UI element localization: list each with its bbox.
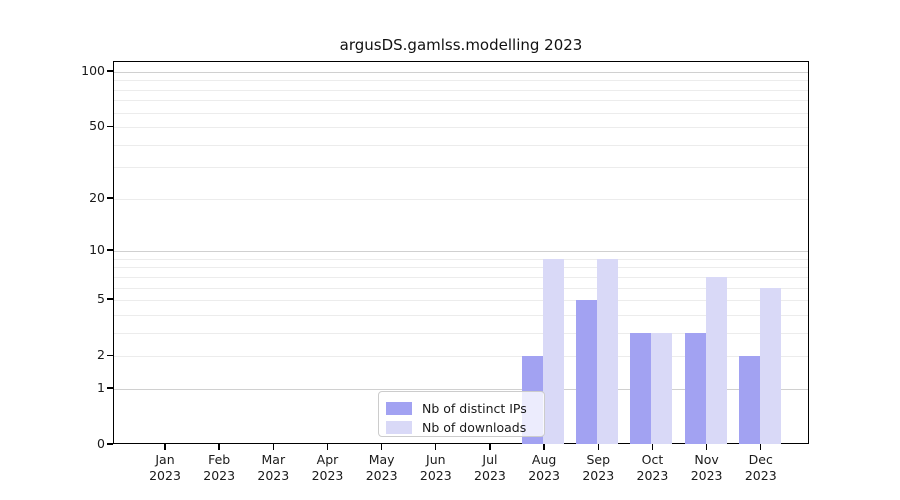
legend-item-distinct-ips: Nb of distinct IPs [386,399,536,418]
gridline-minor [114,100,808,102]
x-tick-label: Jun 2023 [419,452,452,483]
legend: Nb of distinct IPs Nb of downloads [378,391,545,437]
bar-distinct-ips [576,300,598,444]
x-tick-mark [272,444,274,450]
plot-area [113,61,809,444]
x-tick-mark [380,444,383,450]
bar-downloads [651,332,673,444]
y-tick-mark [107,443,113,445]
gridline-minor [114,144,808,146]
y-tick-mark [107,387,113,389]
bar-downloads [543,258,565,444]
x-tick-mark [760,444,762,450]
x-tick-label: Mar 2023 [257,452,290,483]
gridline-minor [114,258,808,260]
x-tick-label: Jul 2023 [474,452,506,483]
gridline-major [114,251,808,253]
gridline-major [114,72,808,73]
x-tick-mark [164,444,166,450]
x-tick-label: Sep 2023 [582,452,615,483]
legend-label-distinct-ips: Nb of distinct IPs [422,401,527,416]
x-tick-label: Nov 2023 [690,452,723,483]
x-tick-mark [489,444,491,450]
y-tick-mark [107,70,113,72]
legend-swatch-downloads [386,421,412,434]
x-tick-mark [435,444,437,450]
legend-label-downloads: Nb of downloads [422,420,527,435]
x-tick-mark [543,444,545,450]
x-tick-label: Feb 2023 [203,452,236,483]
y-tick-label: 1 [97,379,105,395]
legend-item-downloads: Nb of downloads [386,418,536,437]
y-tick-label: 5 [97,291,105,307]
x-tick-mark [597,444,599,450]
y-tick-mark [107,354,113,356]
x-tick-label: Dec 2023 [744,452,777,483]
y-tick-label: 20 [89,189,105,205]
x-tick-label: May 2023 [365,452,398,483]
y-tick-label: 100 [81,63,105,78]
gridline-minor [114,276,808,278]
x-tick-mark [651,444,654,450]
bar-distinct-ips [684,332,706,444]
x-tick-label: Jan 2023 [149,452,181,483]
gridline-minor [114,127,808,129]
x-tick-label: Apr 2023 [311,452,344,483]
y-tick-label: 0 [97,436,105,451]
x-tick-mark [218,444,220,450]
gridline-minor [114,167,808,169]
x-tick-mark [326,444,329,450]
gridline-minor [114,198,808,200]
bar-downloads [705,276,727,444]
y-tick-label: 2 [97,347,105,363]
legend-swatch-distinct-ips [386,402,412,415]
gridline-minor [114,112,808,114]
gridline-minor [114,267,808,269]
gridline-minor [114,287,808,289]
gridline-minor [114,89,808,91]
bar-distinct-ips [738,356,760,444]
bar-downloads [759,287,781,444]
x-tick-mark [705,444,708,450]
gridline-major [114,388,808,390]
y-tick-mark [107,197,113,199]
gridline-minor [114,300,808,302]
y-tick-mark [107,249,113,251]
bar-distinct-ips [630,332,652,444]
y-tick-mark [107,125,113,127]
chart-title: argusDS.gamlss.modelling 2023 [339,36,583,54]
gridline-minor [114,314,808,316]
gridline-minor [114,356,808,358]
gridline-minor [114,80,808,82]
y-tick-label: 10 [89,242,105,258]
y-tick-mark [107,298,113,300]
y-tick-label: 50 [89,118,105,134]
x-tick-label: Oct 2023 [636,452,669,483]
bar-downloads [597,258,619,444]
x-tick-label: Aug 2023 [528,452,561,483]
gridline-minor [114,332,808,334]
